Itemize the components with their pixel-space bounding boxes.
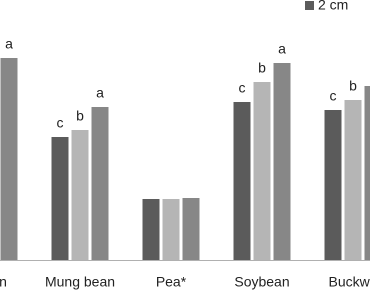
bar: [162, 199, 180, 260]
value-label: a: [5, 36, 13, 52]
bar: [142, 199, 160, 260]
bar: [273, 63, 291, 260]
x-tick-label: n: [0, 274, 7, 290]
x-tick-label: Mung bean: [45, 274, 115, 290]
value-label: a: [278, 41, 286, 57]
bar: [253, 82, 271, 260]
bar: [324, 110, 342, 260]
bar: [233, 102, 251, 260]
bar: [0, 58, 18, 260]
value-label: c: [57, 115, 64, 131]
value-label: c: [330, 88, 337, 104]
bar: [91, 107, 109, 260]
value-label: b: [76, 108, 84, 124]
value-label: b: [349, 78, 357, 94]
x-tick-label: Pea*: [156, 274, 187, 290]
x-tick-label: Buckwh: [328, 274, 370, 290]
legend-label: 2 cm: [318, 0, 348, 13]
bar: [71, 130, 89, 260]
legend-swatch: [305, 1, 314, 10]
x-tick-label: Soybean: [234, 274, 289, 290]
bar: [344, 100, 362, 260]
bar: [182, 198, 200, 260]
value-label: c: [239, 80, 246, 96]
value-label: a: [96, 85, 104, 101]
value-label: b: [258, 60, 266, 76]
bar: [364, 86, 370, 260]
bar: [51, 137, 69, 260]
